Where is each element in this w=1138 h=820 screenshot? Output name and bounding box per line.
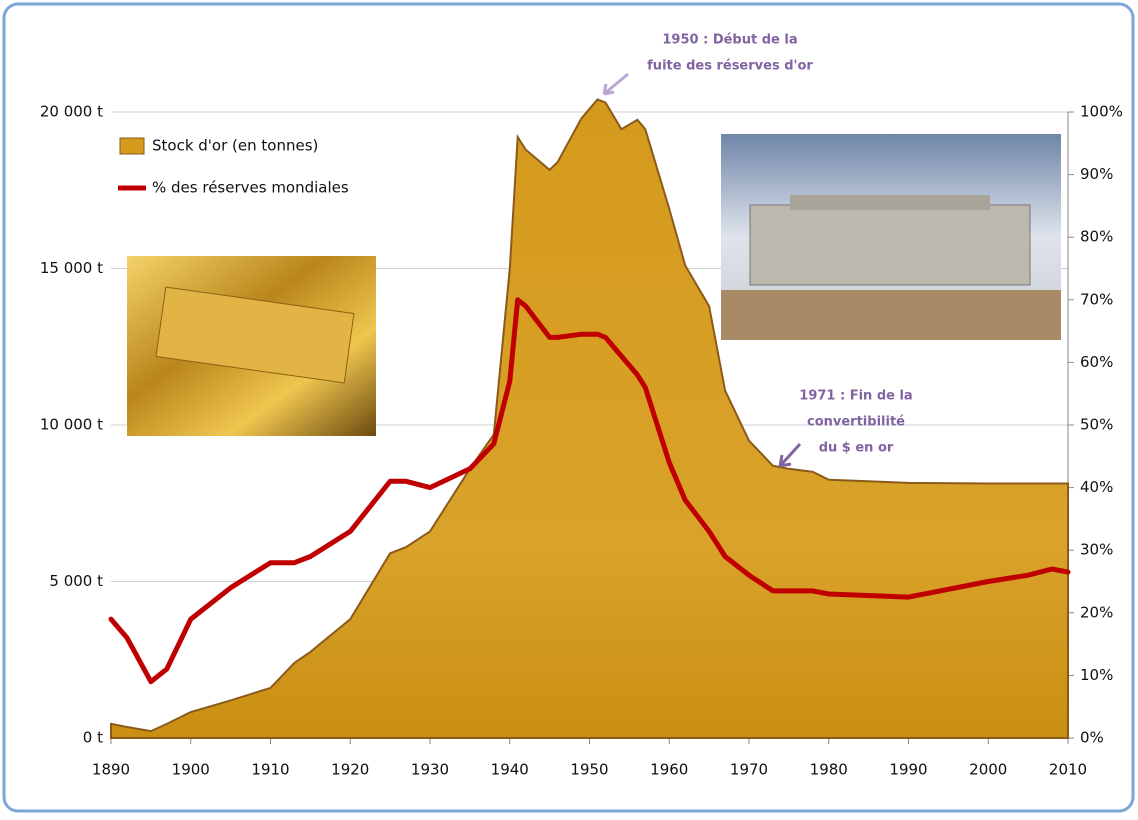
y2-tick-label: 70%: [1080, 290, 1113, 308]
legend-swatch: [120, 138, 144, 154]
y2-tick-label: 100%: [1080, 103, 1123, 121]
x-tick-label: 1980: [810, 761, 848, 779]
annotation: 1971 : Fin de la: [799, 389, 912, 404]
x-tick-label: 1960: [650, 761, 688, 779]
fort-knox-photo: [721, 134, 1061, 340]
y2-tick-label: 60%: [1080, 353, 1113, 371]
y2-tick-label: 40%: [1080, 478, 1113, 496]
y2-tick-label: 30%: [1080, 541, 1113, 559]
x-tick-label: 2010: [1049, 761, 1087, 779]
y2-tick-label: 90%: [1080, 165, 1113, 183]
y2-tick-label: 10%: [1080, 666, 1113, 684]
x-tick-label: 1890: [92, 761, 130, 779]
y-tick-label: 5 000 t: [49, 572, 103, 590]
y-tick-label: 20 000 t: [40, 103, 103, 121]
y2-tick-label: 0%: [1080, 729, 1104, 747]
y-tick-label: 10 000 t: [40, 416, 103, 434]
y2-tick-label: 50%: [1080, 416, 1113, 434]
x-tick-label: 1900: [172, 761, 210, 779]
x-tick-label: 1940: [491, 761, 529, 779]
annotation: fuite des réserves d'or: [647, 59, 813, 74]
legend-label: % des réserves mondiales: [152, 179, 349, 197]
x-tick-label: 1990: [889, 761, 927, 779]
x-tick-label: 1920: [331, 761, 369, 779]
x-tick-label: 1910: [251, 761, 289, 779]
x-tick-label: 1950: [570, 761, 608, 779]
y-tick-label: 15 000 t: [40, 259, 103, 277]
x-tick-label: 2000: [969, 761, 1007, 779]
chart: 0 t 5 000 t 10 000 t 15 000 t 20 000 t 0% 10% 2…: [0, 0, 1138, 816]
gold-bars-photo: [127, 256, 376, 436]
y2-tick-label: 80%: [1080, 228, 1113, 246]
legend-label: Stock d'or (en tonnes): [152, 137, 318, 155]
y-tick-label: 0 t: [83, 729, 103, 747]
x-tick-label: 1970: [730, 761, 768, 779]
annotation: convertibilité: [807, 415, 905, 430]
annotation: du $ en or: [819, 441, 894, 456]
annotation: 1950 : Début de la: [662, 33, 797, 48]
x-tick-label: 1930: [411, 761, 449, 779]
y2-tick-label: 20%: [1080, 603, 1113, 621]
